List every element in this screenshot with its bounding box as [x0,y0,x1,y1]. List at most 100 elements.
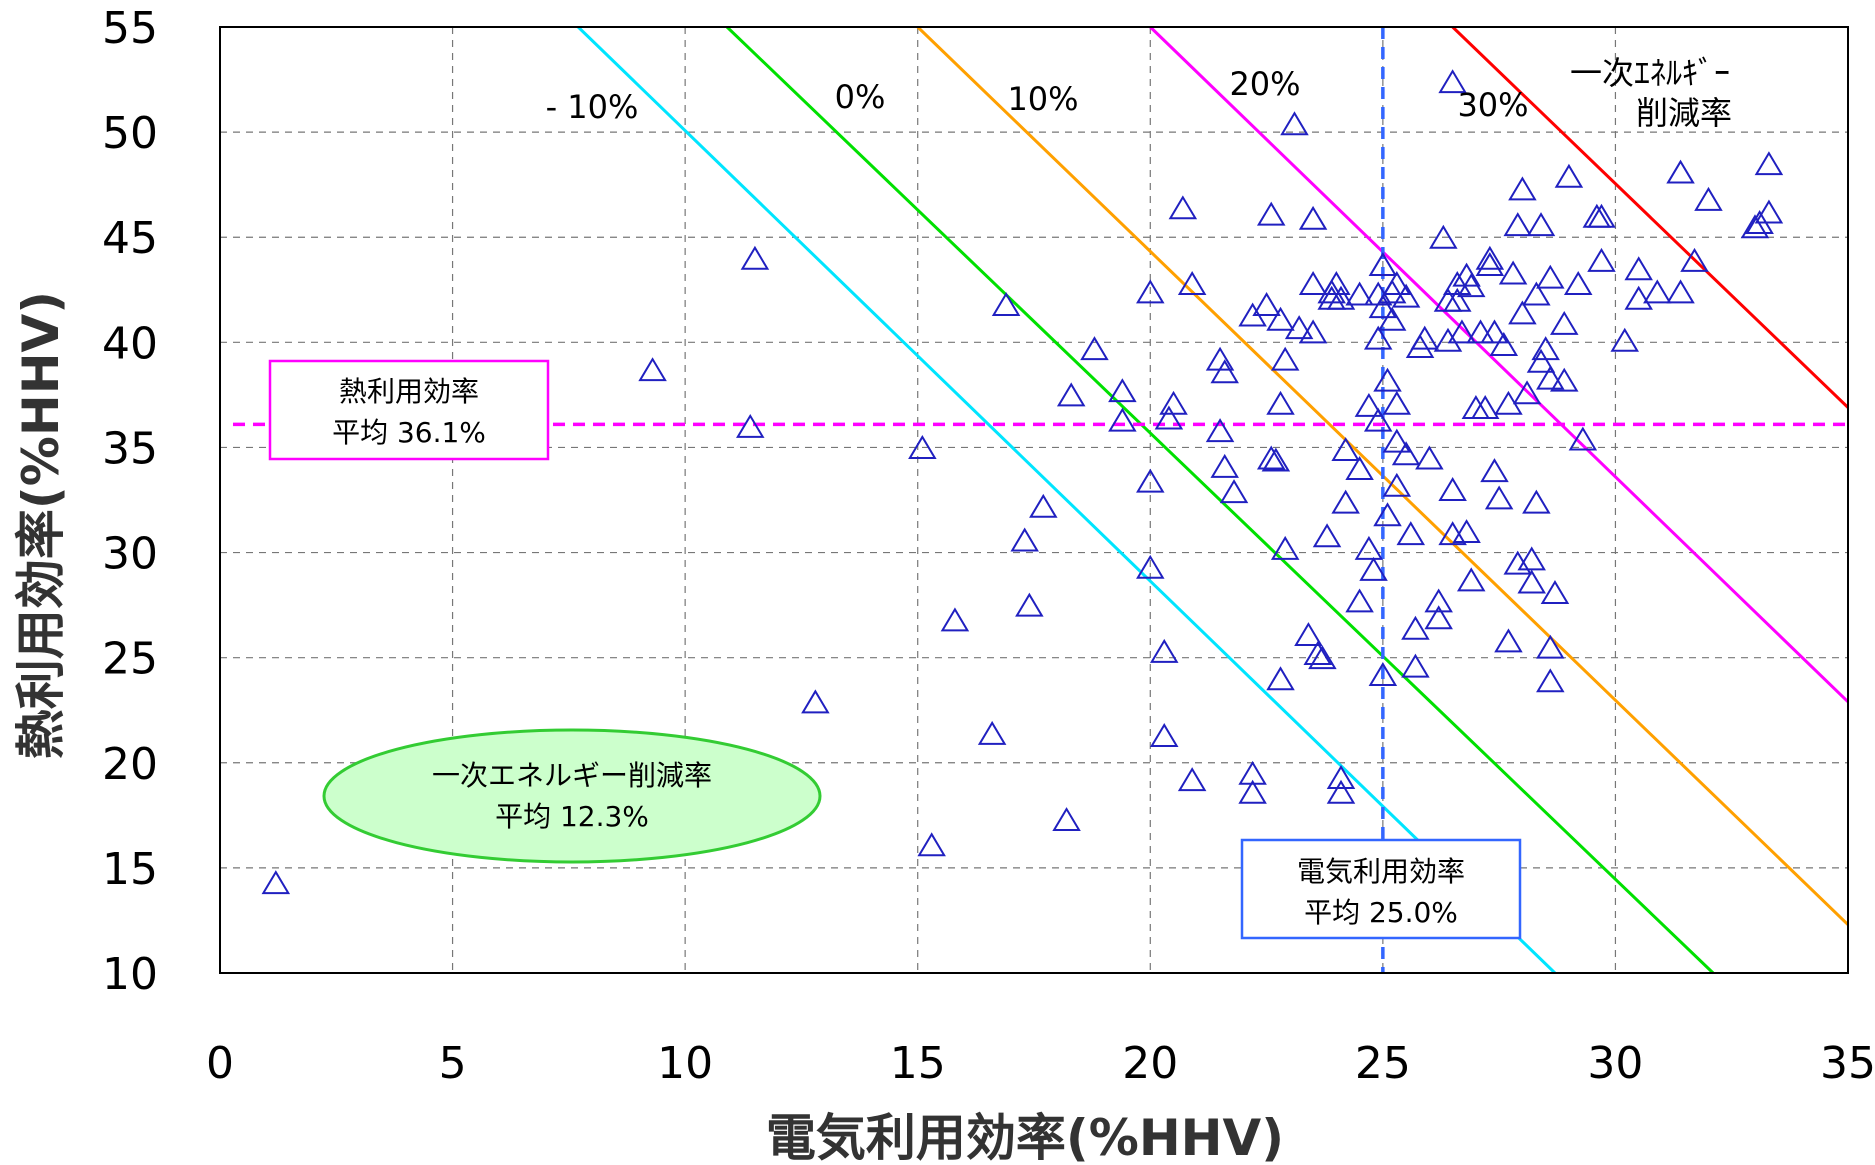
data-point-72 [1368,294,1398,319]
data-point-49 [1298,271,1328,295]
data-point-35 [1238,779,1267,804]
data-point-141 [1587,247,1616,272]
data-point-54 [1317,279,1346,304]
data-point-66 [1354,535,1384,560]
reduction-line-4 [1451,25,1850,409]
data-point-3 [740,245,770,270]
data-point-65 [1354,392,1384,417]
data-point-139 [1582,203,1612,228]
data-point-138 [1568,426,1598,451]
heat-mean-box-title: 熱利用効率 [339,375,479,408]
data-point-61 [1331,489,1360,514]
data-point-23 [1154,405,1184,430]
data-point-103 [1456,273,1486,298]
data-point-137 [1563,271,1593,295]
y-tick-label-35: 35 [102,423,158,474]
data-point-59 [1326,779,1356,804]
data-point-143 [1624,256,1653,281]
data-point-130 [1536,365,1565,390]
data-point-36 [1252,292,1281,316]
data-point-125 [1522,489,1551,514]
reduction-label-3: 20% [1229,65,1300,103]
reduction-label-1: 0% [835,78,886,116]
data-point-84 [1396,521,1426,546]
data-point-122 [1517,546,1546,571]
data-point-110 [1480,319,1509,344]
data-point-4 [801,689,830,714]
data-point-145 [1643,279,1672,304]
reduction-label-0: - 10% [546,88,639,126]
data-point-140 [1587,203,1616,228]
data-point-121 [1512,380,1542,405]
data-point-82 [1391,283,1421,308]
data-point-94 [1433,327,1463,352]
data-point-44 [1270,535,1300,560]
plot-frame [219,26,1849,974]
data-point-102 [1452,519,1481,544]
data-point-13 [1052,807,1081,832]
x-tick-label-5: 5 [439,1038,467,1089]
data-point-77 [1377,306,1407,331]
data-point-70 [1363,407,1393,432]
data-point-48 [1298,205,1328,230]
data-point-112 [1484,485,1514,510]
data-point-95 [1438,477,1467,501]
data-point-101 [1452,262,1481,287]
data-point-80 [1382,428,1412,453]
x-axis-title: 電気利用効率(%HHV) [766,1109,1284,1165]
y-tick-label-15: 15 [102,844,158,895]
data-point-148 [1680,247,1709,272]
data-point-117 [1503,212,1533,237]
y-tick-label-55: 55 [102,3,158,54]
data-point-150 [1740,214,1770,239]
data-point-153 [1754,199,1784,224]
data-point-42 [1266,666,1295,691]
data-point-1 [638,357,667,382]
data-point-128 [1531,336,1560,361]
data-point-86 [1401,653,1430,678]
data-point-87 [1405,334,1435,359]
data-point-11 [1015,592,1044,617]
data-point-19 [1136,468,1165,493]
elec-mean-box-frame [1240,838,1522,940]
data-point-108 [1475,245,1505,270]
data-point-67 [1359,556,1388,581]
data-point-60 [1331,437,1360,462]
data-point-30 [1210,359,1239,384]
data-point-107 [1470,395,1500,420]
y-tick-labels: 10 15 20 25 30 35 40 45 50 55 [102,3,158,1000]
reduction-mean-ellipse: 一次エネルギー削減率 平均 12.3% [322,728,822,864]
heat-mean-box-value: 平均 36.1% [332,416,486,449]
y-tick-label-10: 10 [102,949,158,1000]
data-point-63 [1345,456,1374,480]
data-point-20 [1136,554,1165,579]
data-point-134 [1550,310,1579,335]
data-point-81 [1382,472,1412,497]
data-point-142 [1610,327,1639,352]
data-point-111 [1480,458,1509,483]
data-point-41 [1266,390,1295,415]
data-point-0 [261,870,291,895]
ref-line-title-line2: 削減率 [1636,94,1732,132]
data-point-21 [1149,638,1179,663]
reduction-mean-value: 平均 12.3% [495,800,649,833]
data-point-132 [1536,668,1565,693]
y-tick-label-20: 20 [102,739,158,790]
data-point-100 [1447,319,1477,344]
data-point-91 [1424,605,1453,630]
data-point-7 [940,607,970,632]
data-point-88 [1410,325,1439,350]
data-point-123 [1517,569,1546,594]
data-point-152 [1754,151,1784,176]
data-point-116 [1498,260,1528,285]
data-point-17 [1108,407,1137,432]
data-point-73 [1368,662,1398,686]
x-tick-label-35: 35 [1820,1038,1875,1089]
data-point-27 [1177,767,1207,792]
data-point-53 [1312,523,1342,548]
y-tick-label-30: 30 [102,529,158,580]
elec-mean-box: 電気利用効率 平均 25.0% [1240,838,1522,940]
ref-line-title-line1: 一次ｴﾈﾙｷﾞｰ [1570,54,1730,92]
data-point-47 [1294,622,1323,647]
